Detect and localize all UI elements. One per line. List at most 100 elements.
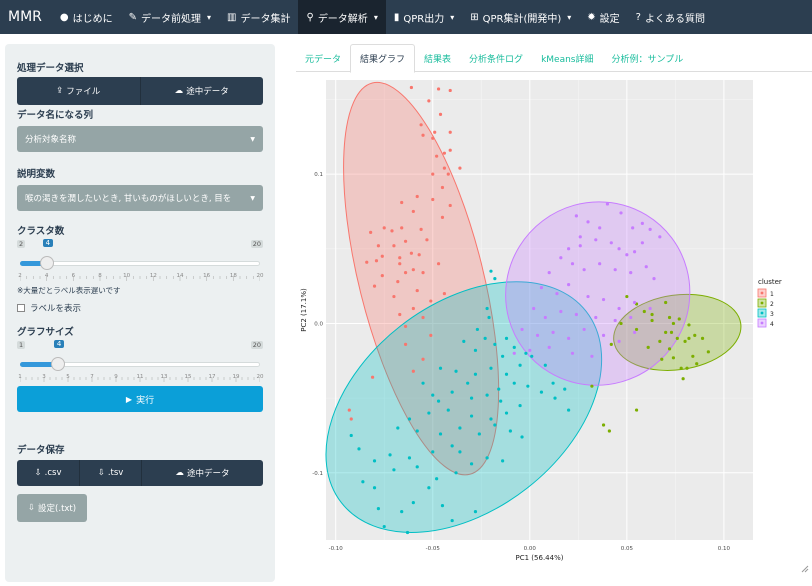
x-tick-label: 0.00 [524,546,537,552]
data-point [489,366,493,370]
data-point [448,88,452,93]
name-column-label: データ名になる列 [17,110,94,121]
nav-item-label: QPR集計(開発中) [482,13,562,25]
slider-handle[interactable] [39,256,54,270]
data-point [454,471,458,475]
file-button[interactable]: ⇪ ファイル [17,77,140,105]
nav-item-1[interactable]: ✎ データ前処理 ▾ [121,0,219,34]
cluster-count-slider[interactable]: 2 20 4 2 4 6 8 10 12 14 16 18 20 [17,237,264,281]
slider-tick-marks [19,276,261,281]
data-point [421,315,425,320]
slider-tick-label: 5 [66,374,70,380]
midway-data-button[interactable]: ☁ 途中データ [139,77,263,105]
brand-logo[interactable]: MMR [8,9,42,25]
download-icon: ⇩ [34,468,42,478]
data-point [520,435,524,439]
csv-button[interactable]: ⇩ .csv [17,460,79,486]
data-point [440,504,445,508]
upload-icon: ⇪ [56,86,64,96]
data-point [634,408,639,412]
data-point [376,244,381,248]
graph-size-slider[interactable]: 1 20 4 1 3 5 7 9 11 13 15 17 19 20 [17,338,264,382]
data-point [681,377,685,381]
save-midway-button[interactable]: ☁ 途中データ [141,460,263,486]
nav-item-7[interactable]: ? よくある質問 [628,0,713,34]
slider-tick-label: 15 [184,374,192,380]
show-labels-row[interactable]: ラベルを表示 [17,302,263,314]
tab-2[interactable]: 結果表 [424,54,452,65]
data-point [598,226,602,230]
slider-track[interactable] [20,261,260,266]
data-point [617,339,621,343]
data-point [454,369,458,373]
data-point [646,345,650,349]
nav-item-3[interactable]: ⚲ データ解析 ▾ [298,0,386,34]
nav-item-4[interactable]: ▮ QPR出力 ▾ [386,0,462,34]
data-point [489,269,493,273]
tab-0[interactable]: 元データ [305,54,342,65]
data-point [679,366,683,370]
save-button-group: ⇩ .csv ⇩ .tsv ☁ 途中データ [17,460,263,486]
data-point [582,268,586,272]
data-point [382,524,386,529]
data-point [642,309,646,314]
graph-size-label: グラフサイズ [17,327,74,338]
data-point [436,262,441,266]
data-point [380,274,384,278]
slider-tick-label: 18 [229,273,237,279]
data-point [671,356,676,360]
data-point [493,342,497,346]
legend-label: 2 [770,301,774,308]
run-button[interactable]: ▶ 実行 [17,386,263,412]
data-point [392,294,396,299]
slider-tick-labels: 1 3 5 7 9 11 13 15 17 19 20 [17,374,263,382]
data-point [497,387,501,391]
tab-4[interactable]: kMeans詳細 [541,54,594,65]
data-point [427,411,431,415]
slider-tick-labels: 2 4 6 8 10 12 14 16 18 20 [17,273,263,281]
data-point [578,244,582,248]
explanatory-select[interactable]: 喉の渇きを潤したいとき, 甘いものがほしいとき, 目を ▼ [17,185,263,211]
tab-3[interactable]: 分析条件ログ [469,54,524,65]
tsv-button-label: .tsv [107,468,124,478]
name-column-select[interactable]: 分析対象名称 ▼ [17,126,263,152]
data-point [617,306,621,311]
csv-button-label: .csv [44,468,62,478]
y-tick-label: 0.1 [314,172,323,178]
slider-max-label: 20 [250,341,263,349]
tab-1[interactable]: 結果グラフ [350,44,416,73]
nav-item-2[interactable]: ▥ データ集計 [219,0,298,34]
data-point [501,459,505,463]
slider-fill [20,261,47,266]
data-point [438,432,443,436]
question-icon: ? [635,11,641,23]
data-point [396,280,400,284]
slider-ticks [19,267,261,281]
play-circle-icon: ● [59,11,69,23]
data-point [675,336,679,340]
data-point [380,254,384,258]
data-point [376,507,381,511]
nav-item-6[interactable]: ✹ 設定 [579,0,627,34]
y-tick-label: 0.0 [314,321,323,327]
slider-tick-label: 12 [149,273,157,279]
slider-handle[interactable] [50,357,65,371]
data-point [440,215,445,220]
nav-item-0[interactable]: ● はじめに [52,0,121,34]
data-point [473,372,478,376]
data-point [431,450,435,454]
data-point [590,354,594,358]
show-labels-checkbox[interactable] [17,304,25,312]
data-point [425,238,429,242]
data-point [567,247,571,251]
data-select-group: ⇪ ファイル ☁ 途中データ [17,77,263,105]
data-point [551,381,555,385]
nav-item-5[interactable]: ⊞ QPR集計(開発中) ▾ [462,0,579,34]
data-point [547,345,551,349]
settings-download-button[interactable]: ⇩ 設定(.txt) [17,494,87,522]
tab-5[interactable]: 分析例：サンプル [611,54,684,65]
data-point [574,214,578,218]
cluster-scatter-chart: -0.10 -0.05 0.00 0.05 0.10 -0.1 0.0 0.1 PC1 (56.… [300,80,809,573]
tsv-button[interactable]: ⇩ .tsv [79,460,141,486]
data-point [493,277,497,281]
